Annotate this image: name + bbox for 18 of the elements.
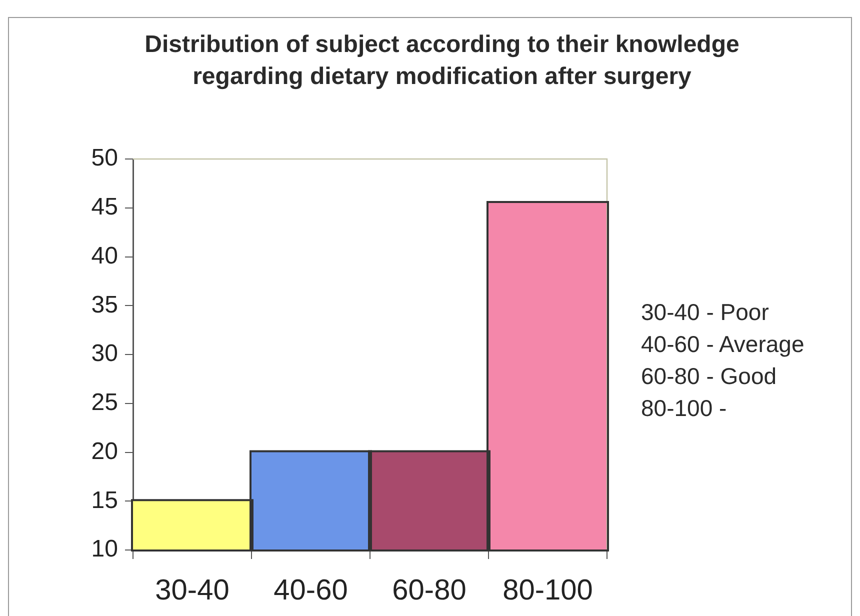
y-tick-label: 30 [91, 340, 118, 368]
chart-title: Distribution of subject according to their knowledge regarding dietary modification after surgery [144, 30, 740, 92]
y-tick-label: 50 [91, 144, 118, 172]
y-tick-label: 20 [91, 438, 118, 465]
text: 60-80 - Good [641, 362, 778, 391]
text: 40-60 - Average [641, 330, 804, 359]
y-tick-label: 45 [91, 194, 118, 220]
y-tick-label: 15 [91, 486, 118, 514]
x-tick-label: 30-40 [155, 574, 230, 606]
x-tick-label: 60-80 [392, 574, 466, 606]
x-tick-label: 80-100 [502, 574, 593, 606]
y-tick-label: 40 [91, 242, 118, 270]
y-tick-label: 25 [91, 389, 118, 416]
y-tick-label: 35 [91, 291, 118, 318]
text: 80-100 - [641, 394, 728, 423]
text: 30-40 - Poor [641, 298, 770, 327]
y-tick-label: 10 [91, 536, 118, 563]
x-tick-label: 40-60 [274, 574, 348, 606]
